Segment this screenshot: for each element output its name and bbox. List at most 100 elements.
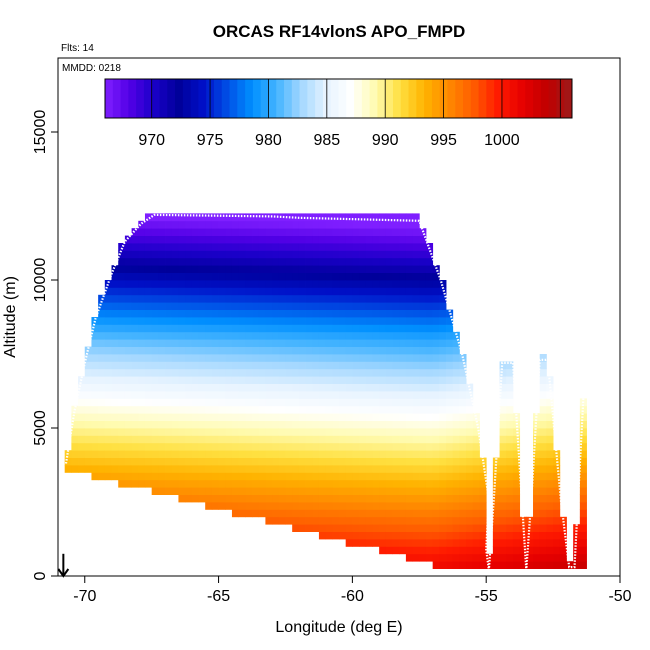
heatmap-cell xyxy=(559,553,567,562)
heatmap-cell xyxy=(533,494,541,503)
heatmap-cell xyxy=(144,265,153,273)
heatmap-cell xyxy=(278,228,286,236)
heatmap-cell xyxy=(492,531,500,540)
heatmap-cell xyxy=(165,405,173,414)
heatmap-cell xyxy=(432,420,440,429)
heatmap-cell xyxy=(419,294,427,303)
heatmap-cell xyxy=(138,280,146,288)
heatmap-cell xyxy=(191,243,199,251)
heatmap-cell xyxy=(91,442,99,451)
heatmap-cell xyxy=(533,539,541,547)
heatmap-cell xyxy=(191,413,199,421)
heatmap-cell xyxy=(305,509,313,518)
heatmap-cell xyxy=(272,457,280,466)
heatmap-cell xyxy=(238,324,246,333)
heatmap-cell xyxy=(412,524,420,532)
colorbar-segment xyxy=(494,79,503,118)
heatmap-cell xyxy=(372,383,380,392)
heatmap-cell xyxy=(211,450,219,458)
heatmap-cell xyxy=(339,479,347,488)
heatmap-cell xyxy=(446,368,454,377)
heatmap-cell xyxy=(332,457,340,466)
heatmap-cell xyxy=(318,243,327,251)
heatmap-cell xyxy=(399,309,407,318)
heatmap-cell xyxy=(292,487,300,495)
heatmap-cell xyxy=(412,487,420,495)
heatmap-cell xyxy=(459,487,467,495)
heatmap-cell xyxy=(165,383,173,392)
heatmap-cell xyxy=(278,428,286,436)
heatmap-cell xyxy=(359,324,367,333)
heatmap-cell xyxy=(185,494,193,503)
heatmap-cell xyxy=(419,272,427,281)
heatmap-cell xyxy=(252,324,260,333)
heatmap-cell xyxy=(385,346,393,355)
heatmap-cell xyxy=(439,383,447,392)
heatmap-cell xyxy=(91,368,99,377)
heatmap-cell xyxy=(104,361,112,370)
heatmap-cell xyxy=(405,324,413,333)
heatmap-cell xyxy=(399,368,407,377)
heatmap-cell xyxy=(499,465,507,473)
heatmap-cell xyxy=(512,465,521,473)
heatmap-cell xyxy=(265,302,273,310)
heatmap-cell xyxy=(285,228,293,236)
heatmap-cell xyxy=(425,457,434,466)
heatmap-cell xyxy=(365,428,373,436)
heatmap-cell xyxy=(405,472,413,481)
heatmap-cell xyxy=(359,524,367,532)
heatmap-cell xyxy=(298,435,306,444)
heatmap-cell xyxy=(506,553,514,562)
y-tick-label: 5000 xyxy=(32,410,49,446)
heatmap-cell xyxy=(98,302,106,310)
heatmap-cell xyxy=(345,391,353,399)
heatmap-cell xyxy=(325,494,333,503)
heatmap-cell xyxy=(492,487,500,495)
heatmap-cell xyxy=(151,272,159,281)
heatmap-cell xyxy=(258,272,266,281)
heatmap-cell xyxy=(265,450,273,458)
heatmap-cell xyxy=(272,509,280,518)
heatmap-cell xyxy=(151,243,159,251)
heatmap-cell xyxy=(245,457,253,466)
heatmap-cell xyxy=(191,442,199,451)
heatmap-cell xyxy=(118,450,126,458)
heatmap-cell xyxy=(138,317,146,325)
heatmap-cell xyxy=(252,317,260,325)
heatmap-cell xyxy=(225,361,233,370)
heatmap-cell xyxy=(198,309,206,318)
heatmap-cell xyxy=(345,376,353,384)
colorbar-tick-label: 975 xyxy=(197,132,224,149)
heatmap-cell xyxy=(305,420,313,429)
heatmap-cell xyxy=(339,502,347,510)
colorbar-tick-label: 985 xyxy=(313,132,340,149)
heatmap-cell xyxy=(332,472,340,481)
heatmap-cell xyxy=(158,235,166,244)
heatmap-cell xyxy=(412,442,420,451)
heatmap-cell xyxy=(131,250,139,259)
heatmap-cell xyxy=(345,509,353,518)
heatmap-cell xyxy=(359,346,367,355)
heatmap-cell xyxy=(392,435,400,444)
heatmap-cell xyxy=(372,257,380,266)
heatmap-cell xyxy=(553,561,561,569)
heatmap-cell xyxy=(379,413,387,421)
heatmap-cell xyxy=(138,250,146,259)
heatmap-cell xyxy=(252,368,260,377)
heatmap-cell xyxy=(305,272,313,281)
heatmap-cell xyxy=(238,450,246,458)
heatmap-cell xyxy=(218,339,226,347)
heatmap-cell xyxy=(412,472,420,481)
heatmap-cell xyxy=(292,265,300,273)
heatmap-cell xyxy=(472,450,480,458)
heatmap-cell xyxy=(312,354,320,362)
heatmap-cell xyxy=(111,317,119,325)
heatmap-cell xyxy=(292,413,300,421)
heatmap-cell xyxy=(171,487,179,495)
heatmap-cell xyxy=(278,272,286,281)
heatmap-cell xyxy=(218,465,226,473)
heatmap-cell xyxy=(305,516,313,525)
heatmap-cell xyxy=(446,472,454,481)
heatmap-cell xyxy=(198,383,206,392)
heatmap-cell xyxy=(225,302,233,310)
